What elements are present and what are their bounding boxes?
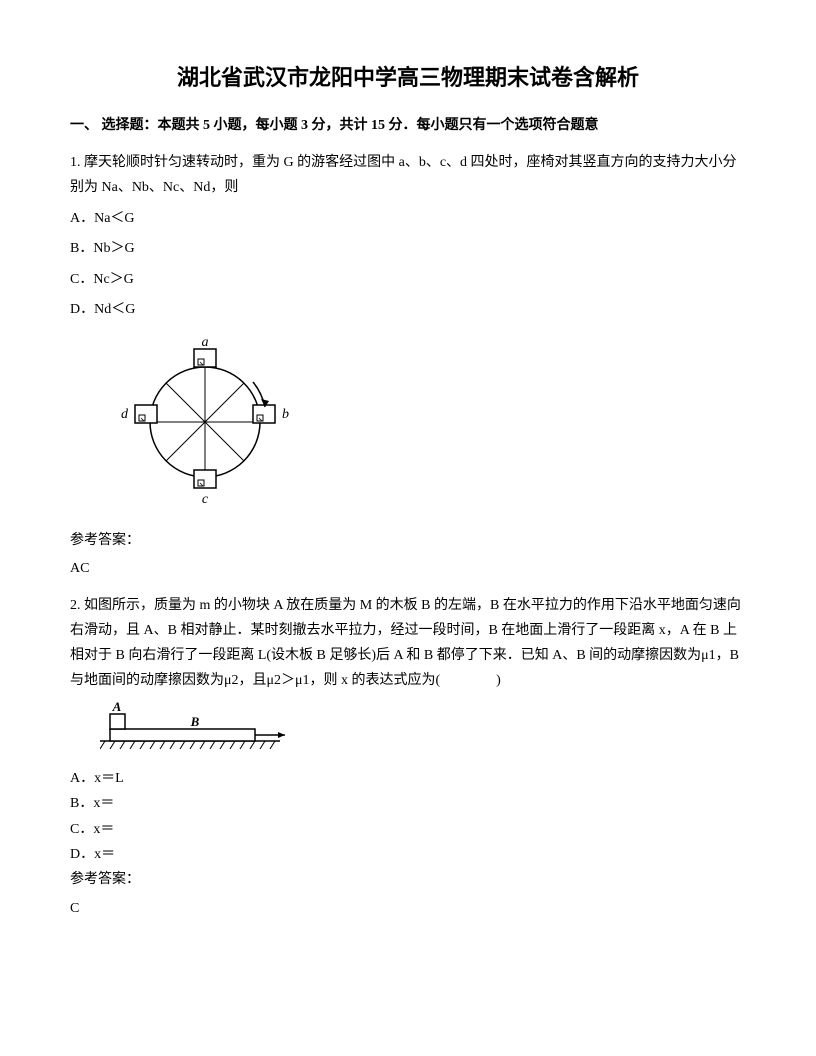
q2-answer-value: C <box>70 898 746 920</box>
q1-answer-label: 参考答案： <box>70 530 746 552</box>
q1-option-c: C．Nc＞G <box>70 269 746 291</box>
document-title: 湖北省武汉市龙阳中学高三物理期末试卷含解析 <box>70 60 746 95</box>
question-1: 1. 摩天轮顺时针匀速转动时，重为 G 的游客经过图中 a、b、c、d 四处时，… <box>70 150 746 581</box>
question-2-text: 2. 如图所示，质量为 m 的小物块 A 放在质量为 M 的木板 B 的左端，B… <box>70 593 746 694</box>
section-header: 一、 选择题：本题共 5 小题，每小题 3 分，共计 15 分．每小题只有一个选… <box>70 115 746 137</box>
q2-option-d: D．x＝ <box>70 844 746 866</box>
q2-answer-label: 参考答案： <box>70 869 746 891</box>
q2-option-a: A．x＝L <box>70 768 746 790</box>
question-2: 2. 如图所示，质量为 m 的小物块 A 放在质量为 M 的木板 B 的左端，B… <box>70 593 746 920</box>
q2-option-b: B．x＝ <box>70 793 746 815</box>
q1-option-a: A．Na＜G <box>70 208 746 230</box>
q2-option-c: C．x＝ <box>70 819 746 841</box>
wheel-label-b: b <box>282 407 289 422</box>
question-1-text: 1. 摩天轮顺时针匀速转动时，重为 G 的游客经过图中 a、b、c、d 四处时，… <box>70 150 746 200</box>
wheel-label-a: a <box>202 337 209 350</box>
q1-option-b: B．Nb＞G <box>70 238 746 260</box>
wheel-label-d: d <box>121 407 129 422</box>
wheel-label-c: c <box>202 492 209 507</box>
block-label-a: A <box>112 701 122 714</box>
q1-option-d: D．Nd＜G <box>70 299 746 321</box>
block-diagram: A B <box>100 701 746 759</box>
block-label-b: B <box>190 714 200 729</box>
q1-answer-value: AC <box>70 558 746 580</box>
ferris-wheel-diagram: a b c d <box>120 337 746 515</box>
